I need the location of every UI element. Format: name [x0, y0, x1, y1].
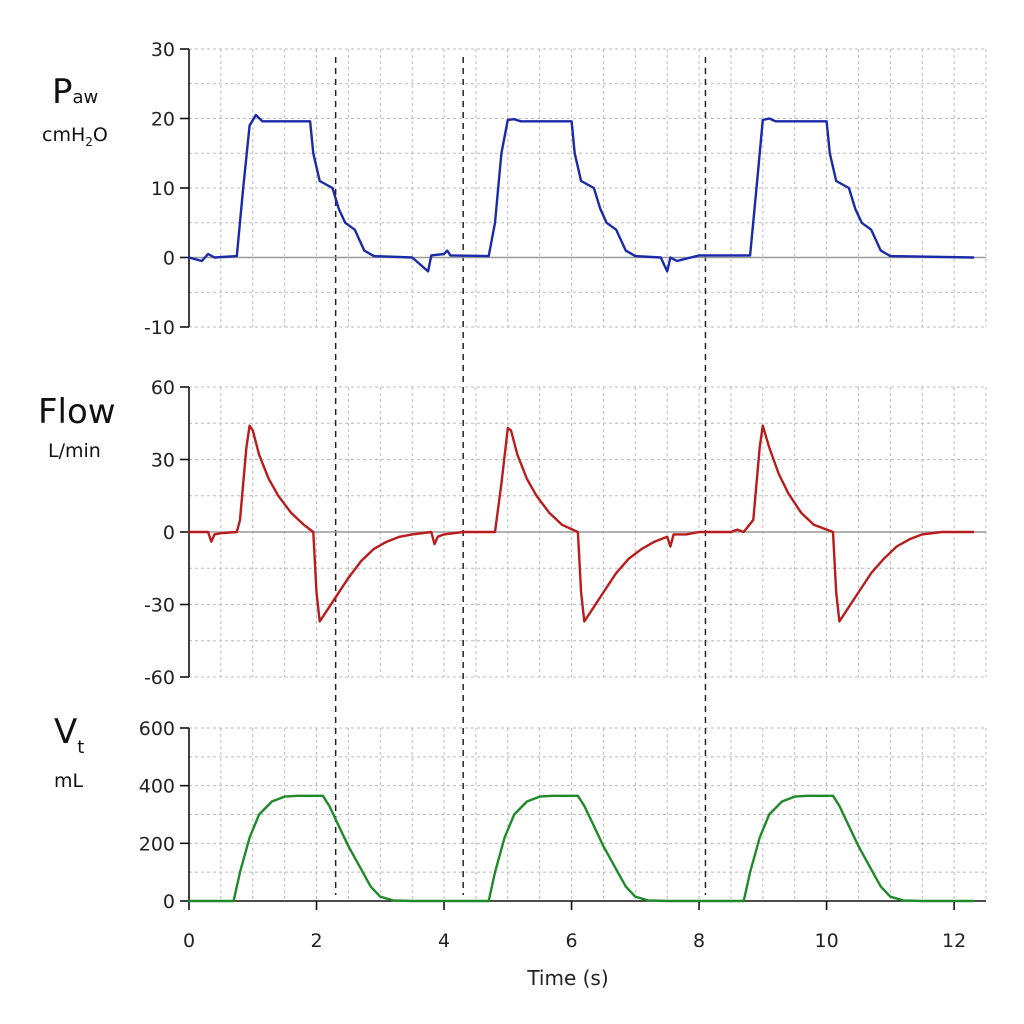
pressure-unit-post: O [92, 124, 108, 146]
marker-layer [334, 57, 707, 895]
flow-unit: L/min [48, 440, 101, 462]
pressure-unit-sub: 2 [85, 134, 93, 149]
x-tick-label: 10 [815, 930, 839, 952]
x-tick-label: 4 [438, 930, 450, 952]
volume-panel-label: Vt [54, 712, 84, 758]
y-tick-label: 0 [163, 248, 175, 270]
series-layer [187, 113, 975, 903]
y-tick-label: 30 [151, 39, 175, 61]
y-tick-label: 20 [151, 109, 175, 131]
x-tick-label: 0 [183, 930, 195, 952]
pressure-panel-label: Paw [52, 72, 98, 112]
volume-label-main: V [54, 712, 78, 752]
y-tick-label: 0 [163, 522, 175, 544]
pressure-label-main: P [52, 72, 73, 112]
volume-waveform-line [187, 794, 975, 903]
pressure-label-sub: aw [72, 87, 99, 108]
grid-layer [189, 48, 987, 901]
pressure-waveform-line [187, 113, 975, 273]
pressure-unit: cmH2O [42, 124, 108, 149]
y-tick-label: 60 [151, 377, 175, 399]
volume-unit: mL [54, 770, 83, 792]
x-axis-label: Time (s) [526, 966, 608, 990]
x-tick-label: 2 [310, 930, 322, 952]
y-tick-label: 30 [151, 450, 175, 472]
volume-unit-text: mL [54, 770, 84, 792]
y-tick-label: -60 [144, 667, 175, 689]
x-tick-label: 6 [566, 930, 578, 952]
pressure-unit-pre: cmH [42, 124, 86, 146]
y-tick-label: -10 [144, 317, 175, 339]
x-tick-label: 8 [693, 930, 705, 952]
x-tick-label: 12 [942, 930, 966, 952]
volume-label-sub: t [77, 737, 85, 758]
y-tick-label: 400 [139, 776, 175, 798]
flow-waveform-line [187, 424, 975, 623]
y-tick-label: -30 [144, 595, 175, 617]
y-tick-label: 600 [139, 718, 175, 740]
y-tick-label: 10 [151, 178, 175, 200]
y-tick-label: 200 [139, 833, 175, 855]
flow-label-main: Flow [38, 392, 116, 432]
flow-panel-label: Flow [38, 392, 116, 432]
y-tick-label: 0 [163, 891, 175, 913]
flow-unit-text: L/min [48, 440, 101, 462]
